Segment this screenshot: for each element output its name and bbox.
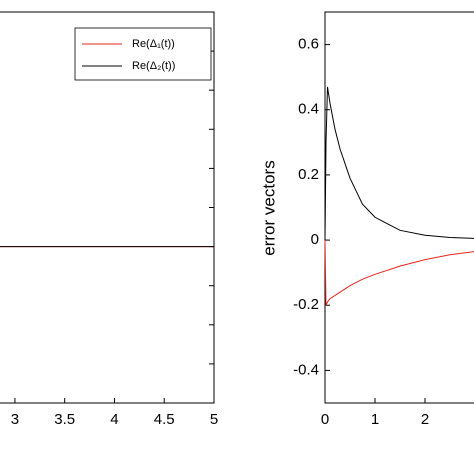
line: [324, 240, 474, 306]
y-tick-label: 0: [311, 231, 319, 248]
legend-box: [74, 27, 212, 81]
y-axis-label: error vectors: [259, 160, 278, 255]
x-tick-label: 2: [421, 411, 429, 428]
y-tick-label: 0.2: [298, 166, 319, 183]
plot-frame: [324, 11, 474, 404]
x-tick-label: 4.5: [154, 411, 175, 428]
legend-label: Re(Δ₂(t)): [132, 60, 175, 72]
y-tick-label: -0.2: [293, 296, 319, 313]
x-tick-label: 3: [11, 411, 19, 428]
legend-label: Re(Δ₁(t)): [132, 38, 175, 50]
y-tick-label: 0.6: [298, 36, 319, 53]
x-tick-label: 1: [371, 411, 379, 428]
x-tick-label: 3.5: [54, 411, 75, 428]
x-tick-label: 0: [321, 411, 329, 428]
x-tick-label: 5: [210, 411, 218, 428]
x-tick-label: 4: [110, 411, 118, 428]
y-tick-label: -0.4: [293, 361, 319, 378]
line: [324, 86, 474, 241]
y-tick-label: 0.4: [298, 101, 319, 118]
